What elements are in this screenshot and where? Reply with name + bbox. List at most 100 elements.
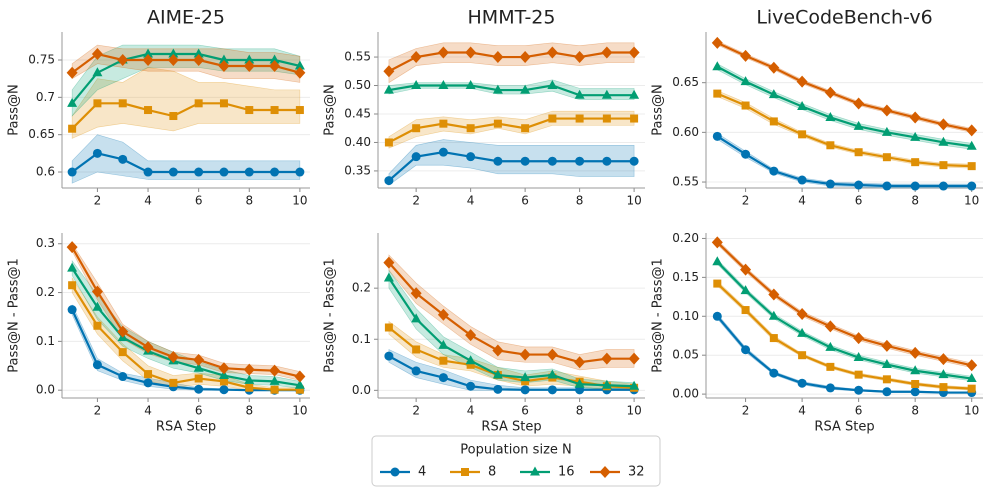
data-point [881,359,892,369]
data-point [520,156,530,166]
data-point [825,383,835,393]
data-point [384,138,393,147]
data-point [628,352,640,365]
data-point [218,370,229,380]
data-point [269,375,280,385]
data-point [493,384,503,394]
series-line [388,261,635,364]
data-point [142,54,154,67]
data-point [244,167,254,177]
data-point [219,385,229,395]
data-point [853,352,864,362]
data-point [91,48,103,61]
confidence-band [717,239,972,369]
data-point [547,80,558,90]
data-point [294,60,305,70]
data-point [711,36,723,49]
series-line [71,284,300,391]
y-tick-label: 0.60 [672,125,699,139]
data-point [713,279,722,288]
data-point [769,368,779,378]
data-point [411,152,421,162]
data-point [68,281,77,290]
x-tick-label: 6 [521,194,529,208]
data-point [437,308,449,321]
data-point [218,54,229,64]
x-tick-label: 10 [626,404,641,418]
data-point [853,120,864,130]
data-point [384,323,393,332]
data-point [825,179,835,189]
y-tick-label: 0.1 [352,332,371,346]
series-line [716,261,972,380]
data-point [910,387,920,397]
data-point [93,99,102,108]
data-point [193,362,204,372]
y-tick-label: 0.55 [672,175,699,189]
data-point [520,385,530,395]
x-tick-label: 8 [576,194,584,208]
data-point [629,156,639,166]
subplot-title: LiveCodeBench-v6 [756,7,932,29]
data-point [245,383,254,392]
y-tick-label: 0.05 [672,348,699,362]
data-point [547,385,557,395]
data-point [294,379,305,389]
data-point [169,378,178,387]
data-point [466,124,475,133]
x-tick-label: 4 [467,194,475,208]
series-line [716,92,972,168]
data-point [270,385,279,394]
data-point [118,348,127,357]
series-line [71,102,300,130]
data-point [601,46,613,59]
data-point [740,49,752,62]
data-point [219,99,228,108]
data-point [219,377,228,386]
data-point [628,46,640,59]
data-point [939,161,948,170]
data-point [118,154,128,164]
y-tick-label: 0.45 [344,106,371,120]
data-point [244,54,255,64]
data-point [194,374,203,383]
data-point [769,166,779,176]
data-point [93,321,102,330]
legend-marker [390,467,400,477]
data-point [383,256,395,269]
data-point [741,306,750,315]
data-point [882,181,892,191]
data-point [466,381,476,391]
x-tick-label: 4 [798,194,806,208]
data-point [741,345,751,355]
series-line [716,241,972,367]
y-tick-label: 0.55 [344,50,371,64]
data-point [410,287,422,300]
data-point [294,66,306,79]
data-point [117,325,129,338]
x-tick-label: 2 [94,194,102,208]
confidence-band [71,67,301,139]
y-tick-label: 0.15 [672,270,699,284]
data-point [575,114,584,123]
x-axis-label: RSA Step [814,420,874,435]
data-point [243,363,255,376]
data-point [740,285,751,295]
data-point [712,256,723,266]
data-point [68,124,77,133]
y-axis-label: Pass@N [651,84,666,136]
x-tick-label: 4 [798,404,806,418]
data-point [411,313,422,323]
y-tick-label: 0.1 [36,334,55,348]
data-point [853,332,865,345]
data-point [882,153,891,162]
series-line [71,52,301,105]
data-point [91,285,103,298]
series-line [716,282,972,390]
data-point [67,167,77,177]
data-point [295,106,304,115]
data-point [938,136,949,146]
subplot-title: HMMT-25 [468,7,556,29]
y-axis-label: Pass@N - Pass@1 [7,258,22,373]
data-point [854,148,863,157]
